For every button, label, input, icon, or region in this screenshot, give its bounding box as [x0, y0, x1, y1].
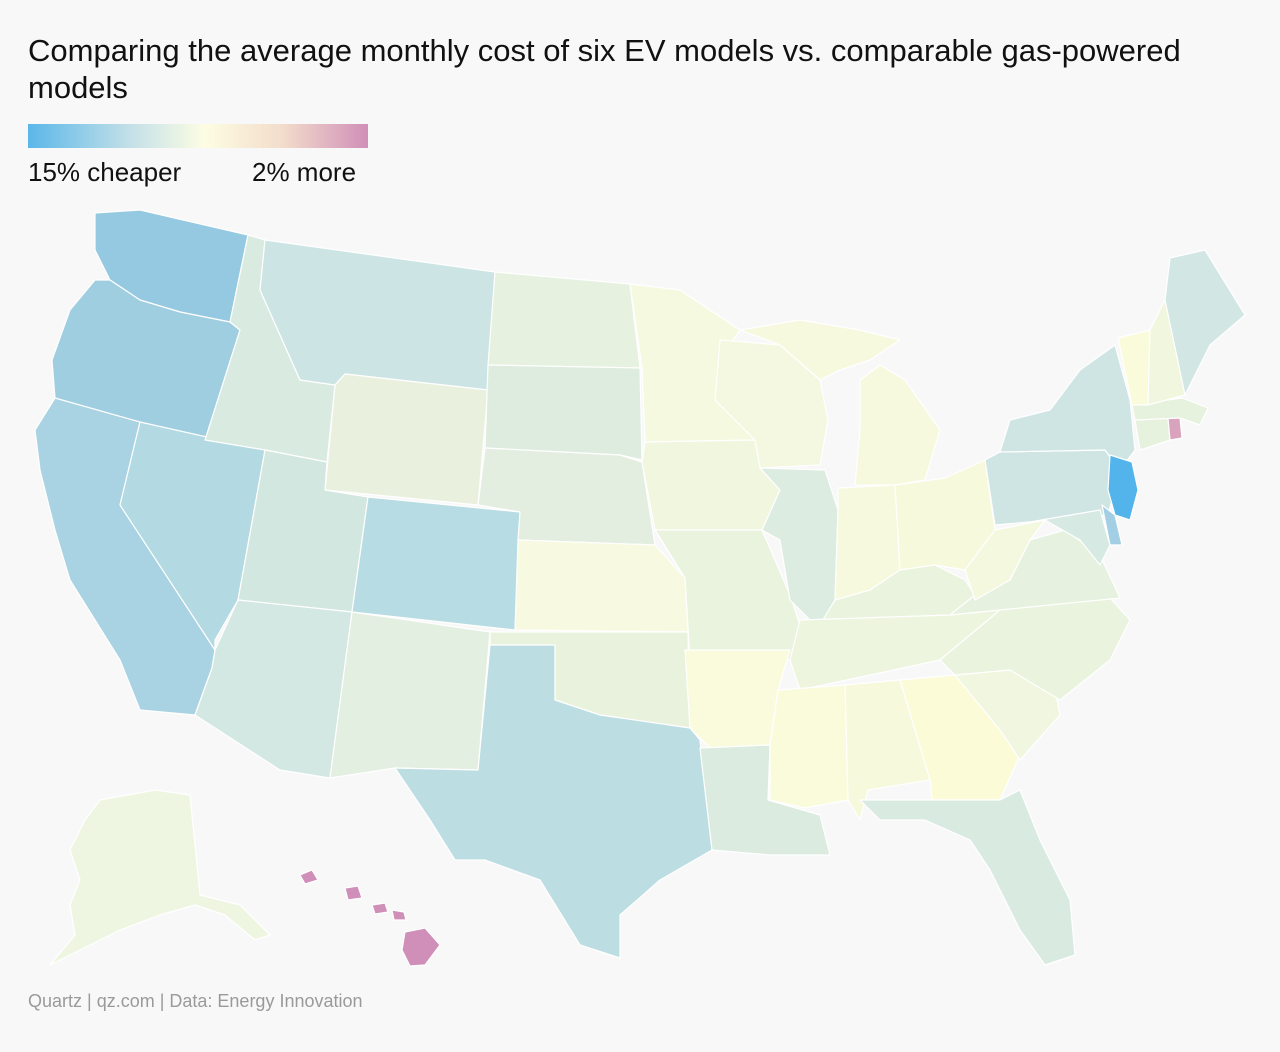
state-maryland [1029, 509, 1111, 566]
state-michigan [739, 319, 941, 486]
chart-title: Comparing the average monthly cost of si… [28, 33, 1181, 105]
state-maine [1164, 249, 1246, 396]
state-montana [259, 239, 496, 391]
state-new-mexico [329, 611, 491, 779]
state-colorado [351, 496, 521, 631]
state-connecticut [1134, 417, 1171, 451]
state-new-york [999, 344, 1136, 471]
state-kansas [514, 539, 689, 633]
color-legend-bar [28, 124, 368, 148]
us-map [34, 209, 1246, 967]
state-alaska [49, 789, 271, 966]
state-rhode-island [1167, 417, 1183, 441]
state-hawaii [299, 869, 441, 967]
state-north-carolina [939, 597, 1131, 701]
state-south-dakota [484, 364, 643, 461]
legend-min-label: 15% cheaper [28, 157, 182, 187]
state-new-jersey [1107, 454, 1139, 521]
state-west-virginia [964, 519, 1046, 601]
state-wyoming [324, 373, 489, 506]
state-illinois [759, 467, 839, 629]
state-delaware [1101, 504, 1123, 546]
legend-max-label: 2% more [252, 157, 357, 187]
state-north-dakota [487, 271, 641, 369]
state-texas [394, 644, 713, 959]
source-credit: Quartz | qz.com | Data: Energy Innovatio… [28, 991, 363, 1011]
state-mississippi [769, 684, 849, 809]
state-florida [859, 789, 1076, 966]
